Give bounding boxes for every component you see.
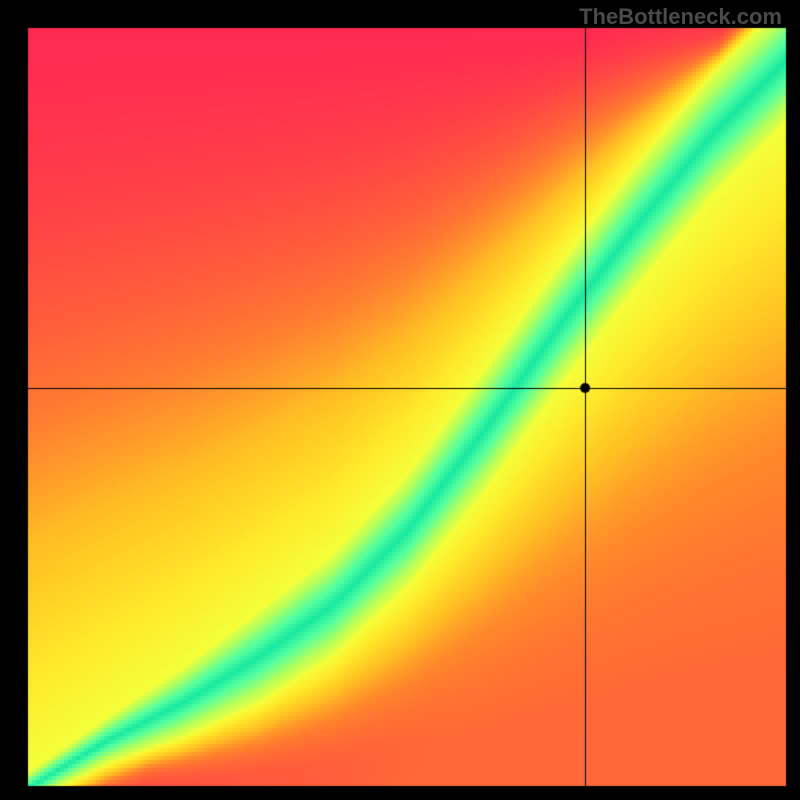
watermark-text: TheBottleneck.com	[579, 4, 782, 30]
heatmap-canvas	[0, 0, 800, 800]
